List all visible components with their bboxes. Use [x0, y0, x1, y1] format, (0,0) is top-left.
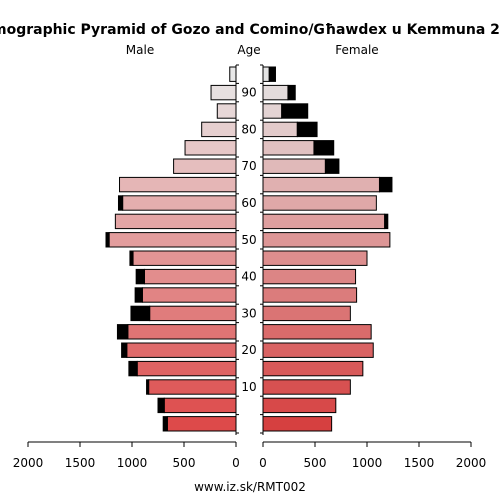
female-excess-bar — [324, 158, 340, 174]
female-bar — [262, 379, 351, 395]
male-bar — [132, 250, 237, 266]
x-tick-label: 1000 — [117, 456, 148, 470]
male-bar — [163, 397, 237, 414]
female-label: Female — [335, 43, 378, 57]
x-tick-label: 2000 — [456, 456, 487, 470]
age-tick-label: 50 — [241, 233, 256, 247]
male-bar — [122, 195, 237, 211]
male-excess-bar — [135, 268, 145, 285]
male-bar — [184, 140, 237, 156]
x-tick-label: 1500 — [404, 456, 435, 470]
female-excess-bar — [378, 176, 393, 193]
chart-title: Demographic Pyramid of Gozo and Comino/G… — [0, 22, 500, 38]
age-tick-label: 30 — [241, 306, 256, 320]
male-bar — [136, 360, 237, 377]
x-tick-label: 500 — [304, 456, 327, 470]
male-bar — [216, 103, 237, 119]
x-tick-label: 1000 — [352, 456, 383, 470]
female-bar — [262, 84, 289, 101]
female-bar — [262, 176, 380, 193]
male-excess-bar — [117, 195, 124, 211]
age-tick-label: 90 — [241, 86, 256, 100]
female-excess-bar — [384, 213, 389, 230]
female-bar — [262, 195, 377, 211]
female-bar — [262, 342, 374, 358]
male-excess-bar — [105, 232, 110, 248]
male-bar — [114, 213, 237, 230]
male-bar — [201, 121, 237, 138]
male-bar — [127, 324, 237, 340]
male-bar — [108, 232, 237, 248]
female-bar — [262, 140, 315, 156]
x-tick-label: 2000 — [13, 456, 44, 470]
age-tick-label: 20 — [241, 343, 256, 357]
female-excess-bar — [296, 121, 318, 138]
male-bar — [126, 342, 237, 358]
male-bar — [173, 158, 237, 174]
female-bar — [262, 268, 357, 285]
female-bar — [262, 287, 358, 303]
male-excess-bar — [129, 250, 134, 266]
female-bar — [262, 324, 372, 340]
axes-group: 10 20 30 40 50 60 70 80 90 2000 1500 1000 500 0 0 500 10… — [13, 64, 487, 470]
male-excess-bar — [116, 324, 129, 340]
male-bar — [229, 66, 237, 82]
female-bar — [262, 305, 351, 322]
female-bar — [262, 66, 270, 82]
age-tick-label: 40 — [241, 270, 256, 284]
age-tick-label: 60 — [241, 196, 256, 210]
age-tick-label: 80 — [241, 122, 256, 136]
female-excess-bar — [281, 103, 309, 119]
female-excess-bar — [287, 84, 296, 101]
female-bar — [262, 232, 391, 248]
source-label: www.iz.sk/RMT002 — [194, 480, 306, 494]
x-tick-label: 500 — [173, 456, 196, 470]
age-label: Age — [237, 43, 260, 57]
male-excess-bar — [134, 287, 143, 303]
male-label: Male — [126, 43, 154, 57]
male-excess-bar — [128, 360, 138, 377]
male-bar — [141, 287, 237, 303]
male-bar — [119, 176, 237, 193]
female-bar — [262, 360, 364, 377]
male-excess-bar — [157, 397, 165, 414]
x-tick-label: 0 — [259, 456, 267, 470]
age-tick-label: 70 — [241, 159, 256, 173]
female-bar — [262, 121, 298, 138]
female-bar — [262, 250, 368, 266]
male-excess-bar — [162, 416, 168, 432]
female-bar — [262, 213, 386, 230]
male-excess-bar — [121, 342, 128, 358]
male-excess-bar — [130, 305, 151, 322]
age-tick-label: 10 — [241, 380, 256, 394]
female-bar — [262, 416, 333, 432]
male-bar — [166, 416, 237, 432]
male-bar — [143, 268, 237, 285]
female-bar — [262, 158, 326, 174]
female-bar — [262, 103, 283, 119]
male-bar — [149, 305, 237, 322]
bars-group — [105, 66, 393, 432]
x-tick-label: 1500 — [65, 456, 96, 470]
x-tick-label: 0 — [232, 456, 240, 470]
male-bar — [148, 379, 237, 395]
male-bar — [210, 84, 237, 101]
female-bar — [262, 397, 337, 414]
female-excess-bar — [313, 140, 335, 156]
female-excess-bar — [268, 66, 276, 82]
male-excess-bar — [146, 379, 150, 395]
